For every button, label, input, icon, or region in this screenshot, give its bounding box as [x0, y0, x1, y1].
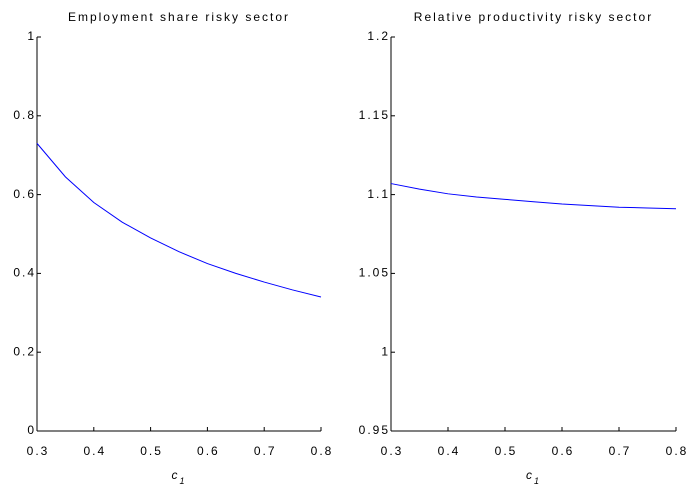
y-tick-label: 0.4: [13, 266, 36, 280]
y-tick-label: 1.05: [359, 266, 390, 280]
line-series: [36, 143, 322, 298]
chart-title: Relative productivity risky sector: [414, 10, 653, 24]
x-axis-label-main: c: [171, 468, 179, 482]
y-tick-label: 0.95: [359, 423, 390, 437]
x-axis-label-main: c: [526, 468, 534, 482]
y-tick-label: 0.2: [13, 344, 36, 358]
x-axis-label: c1: [526, 468, 541, 486]
x-tick-label: 0.8: [666, 444, 689, 458]
y-tick-label: 1: [381, 344, 390, 358]
x-tick-label: 0.3: [381, 444, 404, 458]
y-tick-label: 0.8: [13, 108, 36, 122]
x-tick-label: 0.7: [254, 444, 277, 458]
x-tick-label: 0.7: [609, 444, 632, 458]
x-tick-label: 0.6: [552, 444, 575, 458]
y-tick-label: 1.15: [359, 108, 390, 122]
chart-title: Employment share risky sector: [68, 10, 290, 24]
x-axis-label: c1: [171, 468, 186, 486]
y-tick-label: 0.6: [13, 187, 36, 201]
y-tick-label: 0: [27, 423, 36, 437]
y-tick-label: 1: [27, 29, 36, 43]
x-tick-label: 0.5: [495, 444, 518, 458]
x-tick-label: 0.4: [83, 444, 106, 458]
y-tick-label: 1.1: [367, 187, 390, 201]
line-series: [390, 183, 677, 210]
x-tick-label: 0.3: [27, 444, 50, 458]
x-tick-label: 0.6: [197, 444, 220, 458]
x-tick-label: 0.4: [438, 444, 461, 458]
x-axis-label-subscript: 1: [179, 476, 186, 486]
x-tick-label: 0.5: [140, 444, 163, 458]
x-tick-label: 0.8: [311, 444, 334, 458]
x-axis-label-subscript: 1: [534, 476, 541, 486]
y-tick-label: 1.2: [367, 29, 390, 43]
